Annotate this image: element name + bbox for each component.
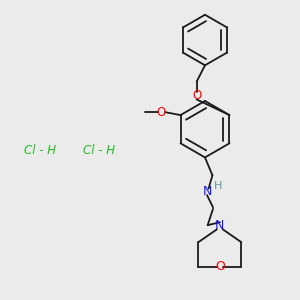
Text: H: H [214, 181, 223, 191]
Text: N: N [202, 185, 212, 198]
Text: Cl - H: Cl - H [24, 143, 56, 157]
Text: N: N [215, 219, 224, 232]
Text: O: O [215, 260, 225, 273]
Text: O: O [192, 89, 201, 102]
Text: O: O [157, 106, 166, 118]
Text: Cl - H: Cl - H [83, 143, 116, 157]
